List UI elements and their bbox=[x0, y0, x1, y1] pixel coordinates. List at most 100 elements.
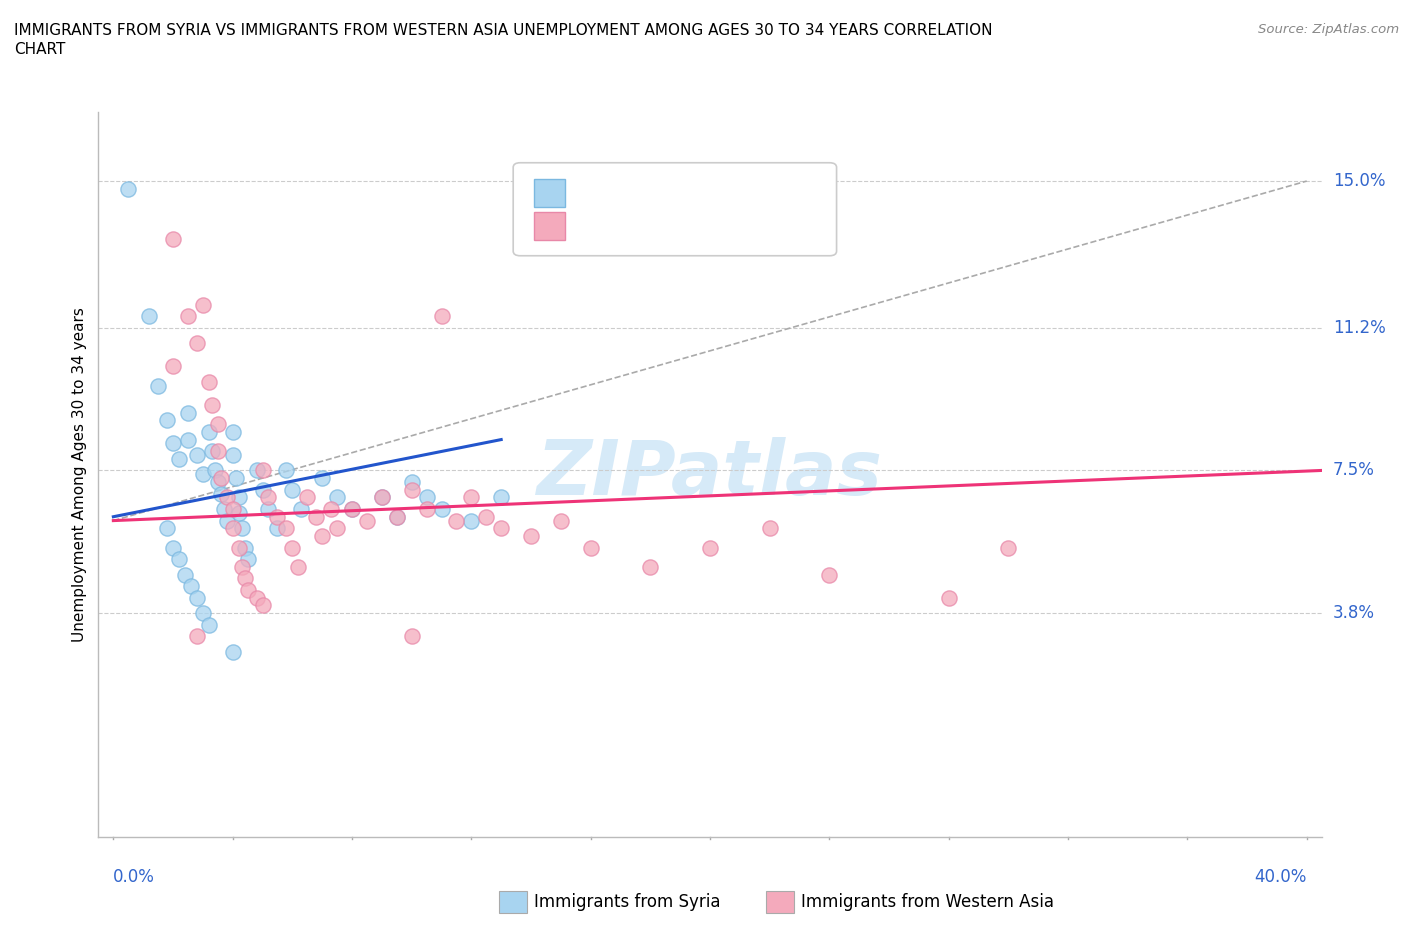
Y-axis label: Unemployment Among Ages 30 to 34 years: Unemployment Among Ages 30 to 34 years bbox=[72, 307, 87, 642]
Point bbox=[233, 540, 256, 555]
Point bbox=[446, 513, 468, 528]
Point bbox=[201, 444, 224, 458]
Point bbox=[430, 309, 453, 324]
Point bbox=[290, 501, 312, 516]
Point bbox=[228, 505, 250, 520]
Point bbox=[326, 490, 349, 505]
Point bbox=[221, 521, 243, 536]
Point bbox=[177, 432, 200, 447]
Point bbox=[215, 513, 238, 528]
Point bbox=[245, 463, 267, 478]
Point bbox=[340, 501, 363, 516]
Point bbox=[201, 397, 224, 412]
Point bbox=[758, 521, 780, 536]
Point bbox=[266, 510, 288, 525]
Point bbox=[326, 521, 349, 536]
Point bbox=[221, 501, 243, 516]
Point bbox=[415, 490, 437, 505]
Point bbox=[257, 501, 280, 516]
Point bbox=[117, 181, 139, 196]
Point bbox=[311, 528, 333, 543]
Text: 3.8%: 3.8% bbox=[1333, 604, 1375, 622]
Point bbox=[233, 571, 256, 586]
Point bbox=[156, 521, 179, 536]
Point bbox=[191, 467, 214, 482]
Point bbox=[162, 436, 184, 451]
Point bbox=[276, 463, 298, 478]
Text: 11.2%: 11.2% bbox=[1333, 319, 1385, 337]
Point bbox=[167, 551, 190, 566]
Point bbox=[174, 567, 197, 582]
Point bbox=[415, 501, 437, 516]
Text: ZIPatlas: ZIPatlas bbox=[537, 437, 883, 512]
Point bbox=[276, 521, 298, 536]
Point bbox=[938, 591, 960, 605]
Point bbox=[321, 501, 343, 516]
Text: 15.0%: 15.0% bbox=[1333, 172, 1385, 190]
Point bbox=[221, 447, 243, 462]
Point bbox=[215, 490, 238, 505]
Point bbox=[297, 490, 319, 505]
Point bbox=[221, 424, 243, 439]
Point bbox=[401, 474, 423, 489]
Text: R =  0.085: R = 0.085 bbox=[576, 217, 665, 235]
Point bbox=[204, 463, 226, 478]
Point bbox=[371, 490, 394, 505]
Point bbox=[186, 591, 208, 605]
Point bbox=[162, 232, 184, 246]
Text: 0.0%: 0.0% bbox=[114, 868, 155, 885]
Point bbox=[385, 510, 408, 525]
Point bbox=[311, 471, 333, 485]
Text: 40.0%: 40.0% bbox=[1254, 868, 1306, 885]
Point bbox=[305, 510, 328, 525]
Text: Immigrants from Western Asia: Immigrants from Western Asia bbox=[801, 893, 1054, 911]
Point bbox=[245, 591, 267, 605]
Point bbox=[460, 490, 482, 505]
Point bbox=[138, 309, 160, 324]
Point bbox=[579, 540, 602, 555]
Point bbox=[198, 618, 221, 632]
Point bbox=[207, 474, 229, 489]
Text: Source: ZipAtlas.com: Source: ZipAtlas.com bbox=[1258, 23, 1399, 36]
Point bbox=[225, 471, 247, 485]
Point bbox=[207, 444, 229, 458]
Point bbox=[162, 359, 184, 374]
Point bbox=[167, 451, 190, 466]
Point bbox=[221, 644, 243, 659]
Text: IMMIGRANTS FROM SYRIA VS IMMIGRANTS FROM WESTERN ASIA UNEMPLOYMENT AMONG AGES 30: IMMIGRANTS FROM SYRIA VS IMMIGRANTS FROM… bbox=[14, 23, 993, 38]
Point bbox=[198, 424, 221, 439]
Point bbox=[236, 582, 259, 597]
Point bbox=[162, 540, 184, 555]
Point bbox=[266, 521, 288, 536]
Point bbox=[520, 528, 543, 543]
Point bbox=[156, 413, 179, 428]
Point bbox=[401, 483, 423, 498]
Point bbox=[997, 540, 1019, 555]
Point bbox=[475, 510, 498, 525]
Point bbox=[818, 567, 841, 582]
Point bbox=[209, 486, 232, 501]
Point bbox=[385, 510, 408, 525]
Point bbox=[287, 560, 309, 575]
Point bbox=[430, 501, 453, 516]
Point bbox=[191, 297, 214, 312]
Point bbox=[252, 598, 274, 613]
Point bbox=[177, 309, 200, 324]
Point bbox=[257, 490, 280, 505]
Point bbox=[209, 471, 232, 485]
Point bbox=[146, 379, 169, 393]
Point bbox=[252, 463, 274, 478]
Point bbox=[340, 501, 363, 516]
Point bbox=[207, 417, 229, 432]
Point bbox=[489, 490, 512, 505]
Point bbox=[281, 540, 304, 555]
Point bbox=[186, 336, 208, 351]
Point bbox=[198, 374, 221, 389]
Point bbox=[180, 578, 202, 593]
Point bbox=[186, 629, 208, 644]
Point bbox=[401, 629, 423, 644]
Point bbox=[212, 501, 235, 516]
Point bbox=[550, 513, 572, 528]
Point bbox=[236, 551, 259, 566]
Point bbox=[460, 513, 482, 528]
